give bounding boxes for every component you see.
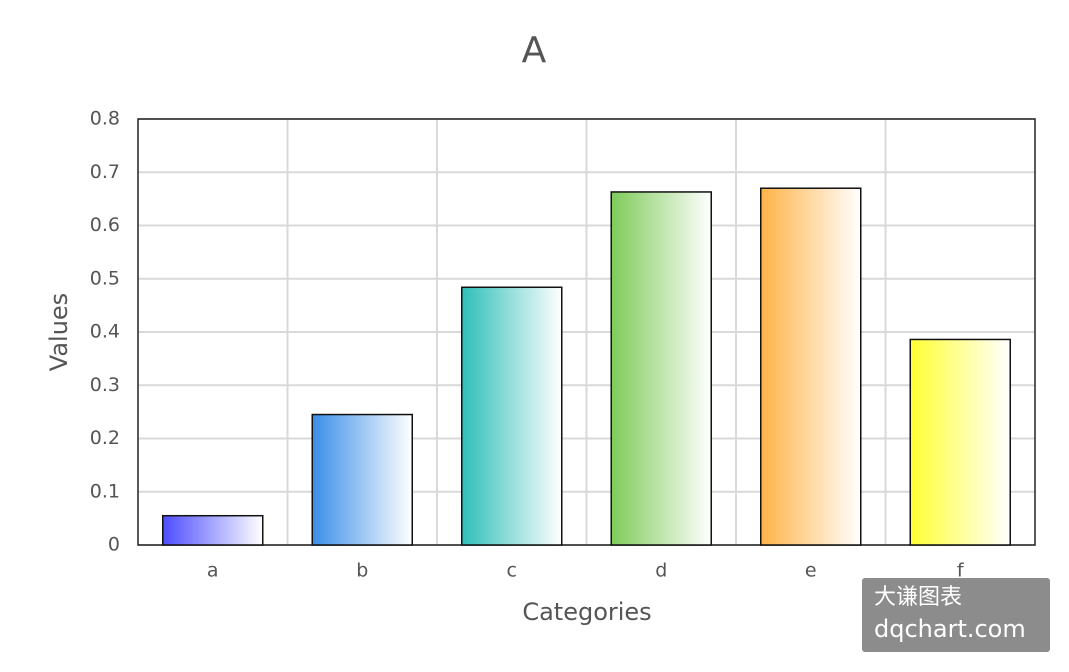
y-tick-label: 0 (108, 534, 120, 556)
bar (909, 338, 1011, 546)
chart-title: A (522, 30, 547, 71)
y-tick-label: 0.8 (90, 108, 120, 130)
x-axis-label: Categories (522, 598, 651, 626)
bar (760, 187, 862, 546)
x-tick-label: e (805, 560, 817, 582)
y-tick-label: 0.2 (90, 427, 120, 449)
y-tick-label: 0.4 (90, 321, 120, 343)
watermark-text: 大谦图表 (874, 585, 962, 610)
x-tick-label: a (207, 560, 219, 582)
watermark: 大谦图表 dqchart.com (862, 578, 1050, 652)
y-tick-label: 0.3 (90, 374, 120, 396)
bar (461, 286, 563, 546)
plot-frame (137, 118, 1036, 546)
bar (311, 413, 413, 546)
y-tick-label: 0.5 (90, 267, 120, 289)
x-tick-label: d (655, 560, 667, 582)
bar (162, 514, 264, 546)
x-tick-label: b (356, 560, 368, 582)
x-tick-label: f (957, 560, 965, 582)
y-tick-label: 0.1 (90, 480, 120, 502)
y-tick-label: 0.7 (90, 161, 120, 183)
watermark-text: dqchart.com (874, 615, 1026, 643)
y-tick-label: 0.6 (90, 214, 120, 236)
watermark-box (862, 578, 1050, 652)
y-axis-label: Values (45, 293, 73, 371)
bar (610, 191, 712, 546)
x-tick-label: c (507, 560, 517, 582)
